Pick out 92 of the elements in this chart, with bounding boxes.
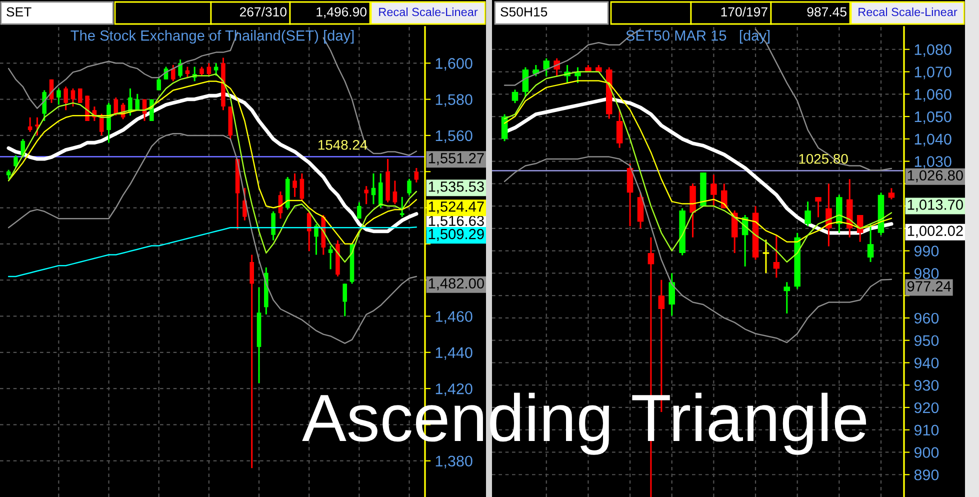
data-label: 1,509.29: [428, 228, 484, 241]
candlestick: [56, 88, 61, 106]
data-label: 977.24: [907, 281, 951, 292]
y-tick-label: 1,440: [436, 347, 472, 360]
ref-line-label: 1025.80: [799, 154, 848, 164]
candlestick: [328, 244, 333, 270]
candlestick: [773, 234, 780, 278]
y-tick-label: 890: [914, 469, 939, 480]
y-tick-label: 1,030: [914, 156, 952, 169]
candlestick: [78, 88, 82, 104]
candlestick: [20, 138, 26, 158]
candlestick: [815, 196, 822, 218]
y-tick-label: 910: [914, 424, 939, 436]
y-tick-label: 940: [914, 358, 939, 368]
candlestick: [178, 58, 182, 78]
text: 267/310: [240, 6, 286, 17]
candlestick: [35, 116, 40, 136]
text: 987.45: [807, 7, 846, 17]
y-tick-label: 900: [914, 447, 939, 458]
candlestick: [342, 282, 348, 317]
candlestick: [214, 62, 218, 77]
candlestick: [128, 88, 132, 116]
candlestick: [206, 62, 212, 77]
candlestick: [784, 281, 790, 314]
ref-line-label: 1548.24: [318, 140, 368, 150]
candlestick: [70, 88, 76, 108]
y-tick-label: 1,050: [914, 111, 952, 124]
candlestick: [762, 238, 770, 274]
candlestick: [888, 187, 895, 200]
candlestick: [710, 174, 717, 207]
text: S50H15: [500, 7, 548, 17]
candlestick: [242, 187, 247, 222]
data-label: 1,482.00: [428, 278, 484, 290]
candlestick: [156, 76, 161, 92]
text: Recal Scale-Linear: [379, 8, 478, 16]
y-tick-label: 930: [914, 380, 939, 391]
text: 1,496.90: [316, 7, 366, 18]
candlestick: [804, 200, 811, 227]
y-tick-label: 920: [914, 402, 939, 414]
candlestick: [512, 88, 518, 104]
candlestick: [250, 254, 254, 469]
candlestick: [292, 172, 297, 198]
candlestick: [300, 172, 304, 202]
y-tick-label: 1,040: [914, 134, 952, 146]
candlestick: [135, 93, 140, 111]
candlestick: [867, 223, 874, 263]
candlestick: [414, 167, 419, 184]
candlestick: [200, 66, 204, 77]
y-tick-label: 990: [914, 246, 939, 256]
line-series: [504, 156, 892, 344]
line-series: [8, 133, 418, 344]
data-label: 1,002.02: [908, 226, 963, 238]
y-tick-label: 1,060: [914, 89, 952, 102]
candlestick: [271, 210, 276, 242]
y-tick-label: 1,070: [914, 66, 952, 80]
y-tick-label: 1,600: [436, 58, 472, 71]
candlestick: [543, 58, 550, 78]
y-tick-label: 950: [914, 335, 939, 346]
candlestick: [364, 185, 368, 205]
candlestick: [185, 66, 190, 78]
candlestick: [668, 272, 675, 316]
y-tick-label: 980: [914, 268, 939, 279]
y-tick-label: 960: [914, 312, 939, 324]
candlestick: [616, 109, 623, 149]
candlestick: [378, 172, 383, 209]
candlestick: [28, 116, 32, 133]
candlestick: [371, 172, 376, 205]
y-tick-label: 1,580: [436, 94, 472, 107]
candlestick: [400, 196, 404, 218]
candlestick: [357, 202, 362, 220]
y-tick-label: 1,380: [436, 456, 472, 468]
candlestick: [721, 182, 728, 210]
candlestick: [42, 90, 47, 122]
data-label: 1,524.47: [428, 201, 484, 214]
data-label: 1,551.27: [428, 153, 484, 166]
data-label: 1,516.63: [428, 216, 484, 228]
candlestick: [6, 169, 11, 180]
candlestick: [407, 178, 412, 196]
candlestick: [171, 64, 176, 82]
text: 1,535.53: [428, 181, 484, 194]
y-tick-label: 1,080: [914, 44, 952, 57]
data-label: 1,026.80: [908, 170, 963, 182]
candlestick: [14, 154, 18, 169]
y-tick-label: 1,560: [436, 130, 472, 143]
candlestick: [64, 86, 68, 111]
text: Recal Scale-Linear: [858, 8, 958, 16]
text: SET: [6, 7, 32, 17]
y-tick-label: 1,460: [436, 311, 472, 324]
text: 170/197: [721, 6, 768, 17]
candlestick: [522, 66, 529, 98]
candlestick: [392, 180, 398, 205]
text: 1,013.70: [908, 200, 963, 212]
